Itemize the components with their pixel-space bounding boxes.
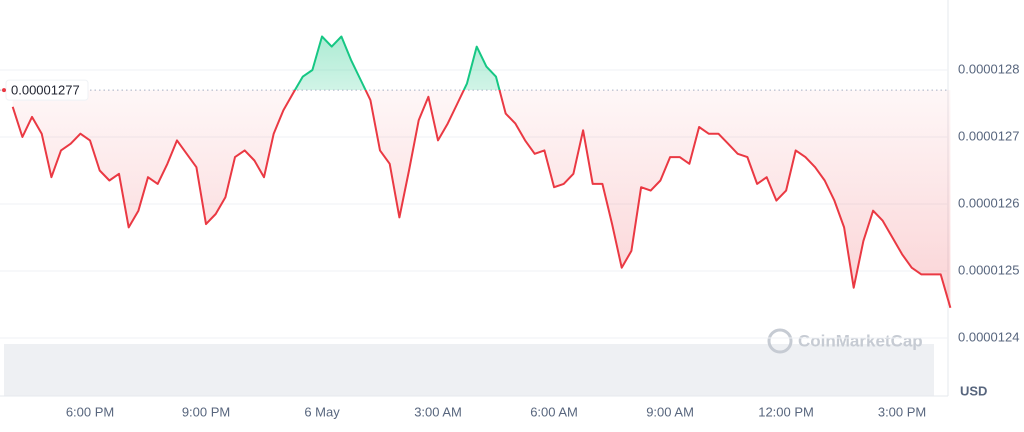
x-tick-label: 9:00 AM <box>646 404 694 419</box>
volume-area <box>4 344 934 396</box>
x-tick-label: 9:00 PM <box>182 404 230 419</box>
x-tick-label: 3:00 AM <box>414 404 462 419</box>
x-tick-label: 6:00 PM <box>66 404 114 419</box>
x-tick-label: 6:00 AM <box>530 404 578 419</box>
watermark-text: CoinMarketCap <box>798 331 923 350</box>
y-axis-label: USD <box>960 383 987 398</box>
watermark: CoinMarketCap <box>767 328 923 354</box>
watermark-logo <box>767 328 793 354</box>
y-tick-label: 0.0000126 <box>958 195 1019 210</box>
x-tick-label: 6 May <box>304 404 340 419</box>
baseline-dot <box>2 88 6 93</box>
y-tick-label: 0.0000125 <box>958 262 1019 277</box>
x-tick-label: 3:00 PM <box>878 404 926 419</box>
y-tick-label: 0.0000124 <box>958 329 1019 344</box>
price-line <box>11 35 952 309</box>
y-tick-label: 0.0000127 <box>958 128 1019 143</box>
x-tick-label: 12:00 PM <box>758 404 814 419</box>
y-tick-label: 0.0000128 <box>958 61 1019 76</box>
price-area <box>12 36 951 308</box>
baseline-label: 0.00001277 <box>11 83 80 98</box>
